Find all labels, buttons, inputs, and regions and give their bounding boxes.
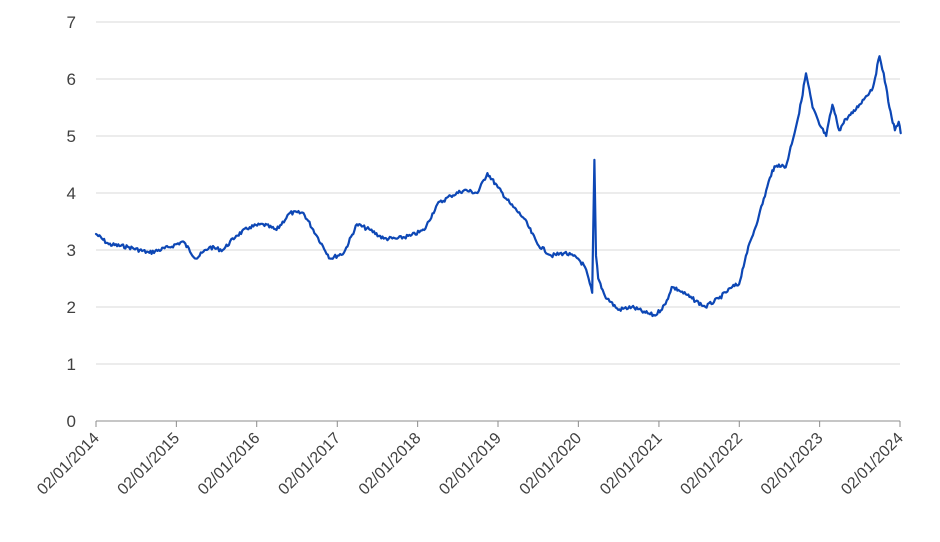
y-tick-label: 1 (67, 355, 76, 374)
y-tick-label: 5 (67, 127, 76, 146)
y-tick-label: 0 (67, 412, 76, 431)
x-tick-label: 02/01/2020 (517, 430, 586, 499)
y-axis: 0 1 2 3 4 5 6 7 (67, 13, 76, 431)
x-tick-label: 02/01/2014 (34, 430, 103, 499)
x-tick-label: 02/01/2018 (356, 430, 425, 499)
y-tick-label: 4 (67, 184, 76, 203)
series-layer (94, 55, 902, 318)
x-tick-label: 02/01/2023 (758, 430, 827, 499)
x-tick-label: 02/01/2019 (436, 430, 505, 499)
series-line (94, 55, 902, 318)
x-tick-label: 02/01/2021 (597, 430, 666, 499)
x-tick-label: 02/01/2017 (275, 430, 344, 499)
y-tick-label: 6 (67, 70, 76, 89)
y-tick-label: 7 (67, 13, 76, 32)
gridlines (96, 21, 900, 365)
x-tick-label: 02/01/2024 (838, 430, 907, 499)
x-tick-label: 02/01/2015 (115, 430, 184, 499)
x-tick-label: 02/01/2016 (195, 430, 264, 499)
y-tick-label: 3 (67, 241, 76, 260)
x-axis: 02/01/2014 02/01/2015 02/01/2016 02/01/2017… (34, 420, 907, 499)
x-tick-label: 02/01/2022 (677, 430, 746, 499)
y-tick-label: 2 (67, 298, 76, 317)
